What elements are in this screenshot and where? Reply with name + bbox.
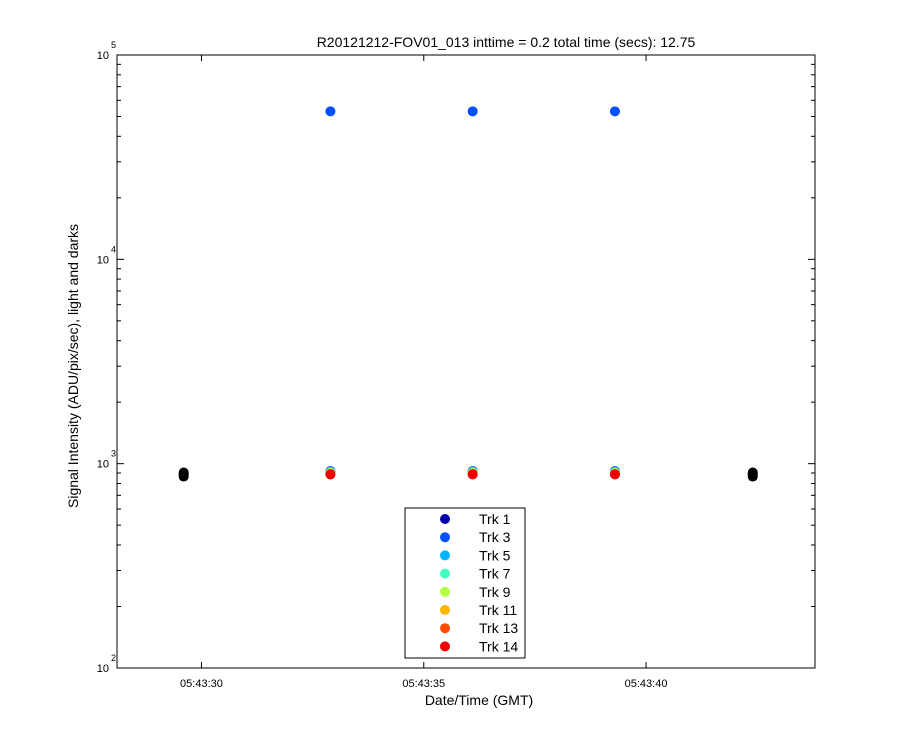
data-point-series-1 <box>467 106 478 117</box>
legend-marker <box>440 532 450 543</box>
legend-label: Trk 1 <box>479 511 511 527</box>
data-point-series-7 <box>467 469 478 480</box>
data-point-series-7 <box>609 469 620 480</box>
legend-marker <box>440 623 450 634</box>
y-tick-label: 10 <box>97 50 109 62</box>
y-tick-exponent: 2 <box>111 653 116 663</box>
data-point-series-7 <box>325 469 336 480</box>
legend-marker <box>440 550 450 561</box>
legend-label: Trk 7 <box>479 566 511 582</box>
data-point-series-1 <box>325 106 336 117</box>
chart-title: R20121212-FOV01_013 inttime = 0.2 total … <box>317 34 696 50</box>
dark-data-point <box>178 467 189 478</box>
y-axis-label: Signal Intensity (ADU/pix/sec), light an… <box>65 224 81 508</box>
y-tick-label: 10 <box>97 254 109 266</box>
legend-label: Trk 3 <box>479 529 511 545</box>
legend-label: Trk 5 <box>479 547 511 563</box>
legend-marker <box>440 605 450 615</box>
x-tick-label: 05:43:30 <box>180 678 223 690</box>
legend-marker <box>440 586 450 597</box>
y-tick-exponent: 4 <box>111 244 116 254</box>
y-tick-exponent: 5 <box>111 40 116 50</box>
legend-marker <box>440 641 450 652</box>
legend-marker <box>440 568 450 579</box>
legend-marker <box>440 514 450 524</box>
y-tick-exponent: 3 <box>111 449 116 459</box>
legend-label: Trk 11 <box>479 602 517 618</box>
legend: Trk 1 Trk 3 Trk 5 Trk 7 Trk 9 Trk 11 Trk 13 Trk… <box>404 507 526 659</box>
x-axis-label: Date/Time (GMT) <box>425 692 533 708</box>
legend-box <box>404 507 526 659</box>
data-point-series-1 <box>609 106 620 117</box>
dark-data-point <box>747 467 758 478</box>
legend-label: Trk 13 <box>479 620 518 636</box>
legend-label: Trk 14 <box>479 638 518 654</box>
y-tick-label: 10 <box>97 663 109 675</box>
x-tick-label: 05:43:35 <box>402 678 445 690</box>
legend-items: Trk 1 Trk 3 Trk 5 Trk 7 Trk 9 Trk 11 Trk 13 Trk… <box>440 511 518 654</box>
points-layer <box>178 106 758 482</box>
y-tick-label: 10 <box>97 459 109 471</box>
legend-label: Trk 9 <box>479 584 511 600</box>
x-tick-label: 05:43:40 <box>625 678 668 690</box>
